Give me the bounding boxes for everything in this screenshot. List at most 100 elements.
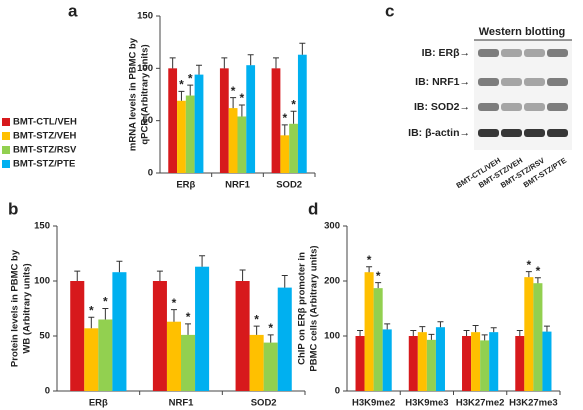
- y-tick-label: 50: [142, 115, 153, 126]
- x-tick-label: NRF1: [169, 398, 195, 409]
- y-tick-label: 100: [34, 276, 50, 287]
- y-tick-label: 300: [324, 221, 340, 232]
- x-tick-label: H3K9me3: [405, 398, 448, 409]
- blot-band: [547, 78, 568, 86]
- error-bar: [116, 260, 123, 273]
- bar: [471, 332, 481, 391]
- x-tick-label: ERβ: [176, 180, 195, 191]
- error-bar: [366, 266, 373, 273]
- legend-swatch: [2, 160, 10, 168]
- x-tick-label: NRF1: [225, 180, 251, 191]
- y-axis-label: WB (Arbitrary units): [22, 263, 33, 353]
- bar: [195, 266, 210, 391]
- y-axis-label: ChIP on ERβ promoter in: [297, 252, 308, 365]
- bar: [426, 339, 436, 391]
- x-tick-label: H3K27me2: [456, 398, 505, 409]
- y-tick-label: 50: [39, 331, 50, 342]
- bar: [237, 116, 247, 173]
- error-bar: [357, 330, 364, 336]
- significance-mark: *: [367, 253, 372, 267]
- error-bar: [178, 90, 185, 101]
- x-tick-label: SOD2: [276, 180, 302, 191]
- y-tick-label: 0: [335, 386, 340, 397]
- panel-label: a: [68, 1, 78, 20]
- significance-mark: *: [240, 91, 245, 105]
- bar: [364, 272, 374, 391]
- bar: [271, 68, 281, 173]
- significance-mark: *: [376, 269, 381, 283]
- error-bar: [410, 330, 417, 336]
- error-bar: [187, 84, 194, 96]
- bar: [166, 321, 181, 391]
- y-tick-label: 0: [45, 386, 50, 397]
- bar: [524, 277, 534, 391]
- legend-swatch: [2, 132, 10, 140]
- bar: [408, 336, 418, 391]
- blot-band: [547, 129, 568, 137]
- x-tick-label: H3K9me2: [352, 398, 395, 409]
- bar: [98, 319, 113, 391]
- blot-band: [547, 103, 568, 111]
- error-bar: [534, 277, 541, 284]
- bar: [70, 281, 85, 391]
- error-bar: [472, 325, 479, 333]
- error-bar: [170, 309, 177, 322]
- error-bar: [230, 97, 237, 109]
- error-bar: [281, 124, 288, 136]
- error-bar: [199, 255, 206, 267]
- blot-band: [478, 78, 499, 86]
- significance-mark: *: [89, 303, 94, 317]
- x-tick-label: SOD2: [251, 398, 277, 409]
- legend-label: BMT-STZ/RSV: [13, 145, 77, 156]
- error-bar: [516, 330, 523, 336]
- error-bar: [88, 316, 95, 329]
- bar: [84, 328, 99, 391]
- significance-mark: *: [536, 264, 541, 278]
- significance-mark: *: [268, 321, 273, 335]
- y-axis-label: Protein levels in PBMC by: [10, 249, 21, 367]
- bar: [249, 334, 264, 391]
- error-bar: [272, 57, 279, 69]
- significance-mark: *: [188, 71, 193, 85]
- significance-mark: *: [179, 78, 184, 92]
- error-bar: [253, 325, 260, 335]
- x-tick-label: ERβ: [89, 398, 108, 409]
- legend-swatch: [2, 118, 10, 126]
- bar: [185, 95, 195, 173]
- significance-mark: *: [186, 310, 191, 324]
- bar: [112, 272, 127, 391]
- bar: [235, 281, 250, 391]
- bar: [181, 334, 196, 391]
- blot-band: [524, 103, 545, 111]
- blot-band: [501, 103, 522, 111]
- x-tick-label: H3K27me3: [509, 398, 558, 409]
- significance-mark: *: [527, 258, 532, 272]
- bar: [277, 287, 292, 391]
- bar: [435, 327, 445, 391]
- y-tick-label: 150: [34, 221, 50, 232]
- error-bar: [281, 275, 288, 288]
- panel-label: d: [308, 199, 318, 218]
- error-bar: [238, 104, 245, 117]
- blot-row-label: IB: β-actin→: [408, 127, 470, 139]
- panel-label: c: [385, 1, 394, 20]
- blot-row-label: IB: ERβ→: [422, 47, 470, 59]
- significance-mark: *: [254, 312, 259, 326]
- error-bar: [156, 270, 163, 281]
- bar: [542, 331, 552, 391]
- error-bar: [102, 308, 109, 320]
- error-bar: [419, 326, 426, 333]
- blot-title: Western blotting: [479, 26, 566, 38]
- error-bar: [543, 325, 550, 332]
- error-bar: [481, 334, 488, 341]
- bar: [246, 65, 256, 173]
- y-axis-label: mRNA levels in PBMC by: [128, 37, 139, 151]
- bar: [515, 336, 525, 391]
- bar: [417, 332, 427, 391]
- y-tick-label: 150: [137, 11, 153, 22]
- error-bar: [169, 57, 176, 69]
- error-bar: [490, 327, 497, 333]
- legend-label: BMT-STZ/VEH: [13, 131, 76, 142]
- bar: [462, 336, 472, 391]
